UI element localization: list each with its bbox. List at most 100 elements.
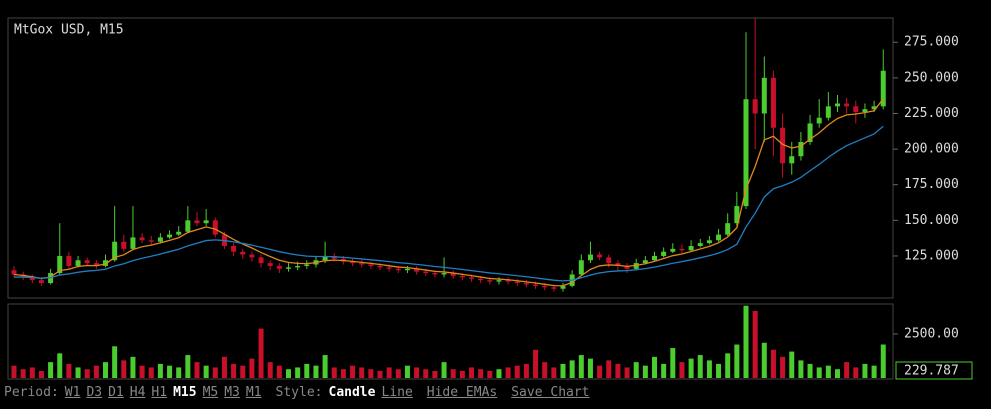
toolbar-item[interactable]: M1 (245, 385, 262, 400)
candle-body (770, 77, 776, 128)
candle-body (514, 281, 520, 284)
candle-body (780, 127, 786, 164)
candle-body (258, 257, 264, 264)
y-tick-label: 250.000 (904, 70, 959, 85)
toolbar-item[interactable]: Line (381, 385, 413, 400)
candle-body (157, 237, 163, 242)
candle-body (176, 231, 182, 235)
candle-body (761, 77, 767, 114)
ema-line (14, 125, 884, 282)
candle-body (395, 268, 401, 271)
candle-body (487, 280, 493, 282)
candle-body (697, 243, 703, 246)
candle-body (231, 245, 237, 252)
candle-body (423, 271, 429, 274)
candle-body (368, 264, 374, 266)
chart: MtGox USD, M15 229.787 125.000 150.000 175… (7, 17, 973, 380)
toolbar-item[interactable]: Candle (328, 385, 376, 400)
toolbar-item[interactable]: M3 (224, 385, 240, 400)
candle-body (789, 156, 795, 164)
candle-body (103, 260, 108, 266)
candle-body (624, 265, 630, 269)
candle-body (725, 223, 731, 235)
candle-body (606, 257, 612, 264)
candle-body (706, 240, 712, 244)
candle-body (212, 220, 218, 235)
candle-body (478, 278, 484, 281)
candle-body (496, 280, 502, 282)
candle-body (505, 280, 511, 282)
toolbar-item[interactable]: H1 (151, 385, 168, 400)
candle-body (679, 248, 685, 251)
volume-tick-label: 2500.00 (904, 326, 959, 341)
candle-body (670, 248, 676, 252)
candle-body (38, 280, 44, 284)
toolbar-item[interactable]: D1 (108, 385, 124, 400)
candle-body (752, 99, 758, 114)
candle-body (688, 245, 694, 251)
toolbar-item: Style: (275, 385, 323, 400)
toolbar-item: Period: (4, 385, 59, 400)
candle-body (734, 206, 740, 224)
toolbar-item[interactable]: Save Chart (511, 385, 590, 400)
candle-body (587, 254, 593, 261)
candle-body (84, 260, 90, 264)
candle-body (615, 263, 621, 266)
candle-body (542, 285, 548, 288)
candle-body (75, 260, 81, 266)
candle-body (286, 267, 291, 269)
ema-line (13, 98, 884, 287)
candle-body (203, 220, 209, 224)
candle-body (322, 255, 328, 261)
toolbar-item[interactable]: M15 (173, 385, 197, 400)
toolbar-item[interactable]: Hide EMAs (426, 385, 498, 400)
candle-body (523, 283, 529, 285)
candle-body (871, 106, 877, 110)
candle-body (597, 254, 603, 258)
candle-body (240, 251, 246, 255)
toolbar-item[interactable]: W1 (64, 385, 81, 400)
candle-body (276, 265, 282, 269)
candle-body (560, 285, 566, 289)
candle-body (93, 263, 99, 266)
candle-body (130, 237, 136, 249)
candle-body (652, 255, 657, 261)
candle-body (661, 251, 667, 256)
volume-panel (7, 303, 894, 380)
candle-body (29, 277, 35, 281)
candle-body (404, 268, 410, 271)
y-tick-label: 200.000 (904, 142, 959, 157)
candle-body (377, 265, 383, 268)
candle-body (798, 141, 804, 157)
toolbar-item[interactable]: D3 (86, 385, 103, 400)
candle-body (148, 240, 154, 242)
toolbar: Period: W1 D3 D1 H4 H1 M15 M5 M3 M1 Style: Candle Li… (4, 385, 596, 400)
candle-body (642, 260, 648, 264)
toolbar-item[interactable]: H4 (129, 385, 146, 400)
candle-body (295, 265, 301, 268)
candle-body (825, 106, 831, 118)
chart-title: MtGox USD, M15 (14, 23, 124, 38)
y-tick-label: 125.000 (904, 248, 959, 263)
candle-body (112, 241, 118, 261)
y-tick-label: 275.000 (904, 35, 959, 50)
last-label: 229.787 (904, 364, 959, 379)
candle-body (66, 255, 72, 266)
candle-body (350, 261, 356, 264)
candle-body (844, 103, 850, 107)
candle-body (716, 234, 722, 241)
toolbar-item[interactable]: M5 (202, 385, 219, 400)
candle-body (267, 263, 273, 266)
candle-body (816, 117, 822, 124)
price-panel (7, 17, 894, 299)
candle-body (880, 70, 886, 107)
y-tick-label: 225.000 (904, 106, 959, 121)
candle-body (835, 103, 840, 107)
candle-body (139, 237, 145, 241)
candle-body (432, 273, 438, 275)
candle-body (185, 220, 191, 232)
candle-body (853, 106, 859, 113)
candle-body (533, 284, 539, 286)
candle-body (304, 264, 310, 266)
